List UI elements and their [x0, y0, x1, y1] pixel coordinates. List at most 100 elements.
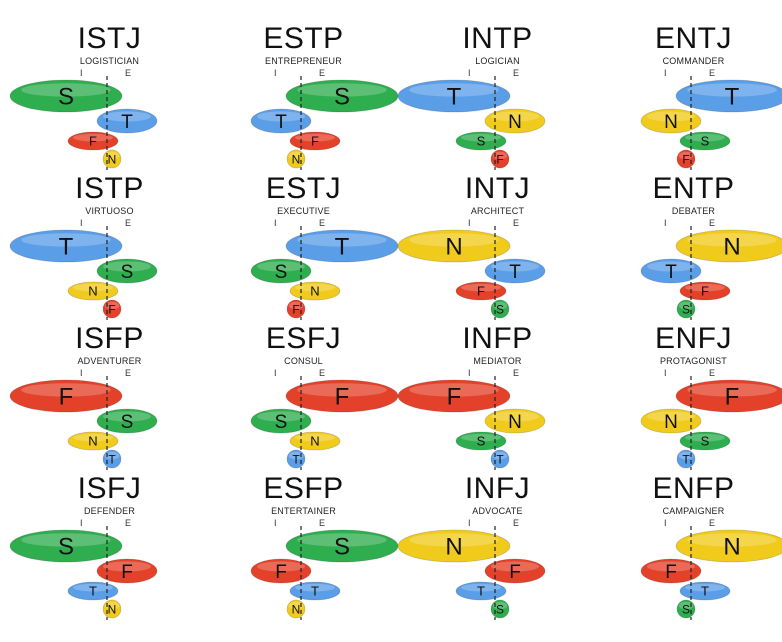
function-n-ellipse: N — [675, 229, 782, 263]
function-stack-diagram: F S NT — [9, 376, 158, 470]
function-s-ellipse: S — [676, 599, 696, 619]
function-letter: F — [447, 384, 462, 411]
function-letter: N — [292, 152, 301, 166]
extravert-label: E — [709, 518, 716, 528]
type-name: PROTAGONIST — [659, 356, 728, 366]
type-name: ENTREPRENEUR — [265, 56, 342, 66]
type-card-estp: ESTP ENTREPRENEUR I E S T F N — [206, 18, 401, 178]
function-stack-diagram: F N ST — [640, 376, 782, 470]
function-letter: T — [496, 452, 504, 466]
function-letter: N — [88, 284, 97, 299]
type-code: ESFJ — [265, 322, 342, 355]
function-t-ellipse: T — [285, 229, 399, 263]
type-card-esfj: ESFJ CONSUL I E F S N T — [206, 318, 401, 478]
function-s-ellipse: S — [490, 299, 510, 319]
type-code: ENFJ — [655, 322, 732, 355]
function-t-ellipse: T — [490, 449, 510, 469]
function-stack-diagram: N T FS — [640, 226, 782, 320]
function-letter: S — [496, 302, 504, 316]
function-f-ellipse: F — [289, 131, 341, 151]
extravert-label: E — [319, 68, 326, 78]
introvert-label: I — [274, 368, 277, 378]
function-f-ellipse: F — [67, 131, 119, 151]
type-name: MEDIATOR — [473, 356, 522, 366]
extravert-label: E — [125, 368, 132, 378]
function-letter: N — [310, 284, 319, 299]
function-n-ellipse: N — [289, 281, 341, 301]
type-card-enfj: ENFJ PROTAGONIST I E F N S T — [596, 318, 782, 478]
function-s-ellipse: S — [455, 131, 507, 151]
type-name: VIRTUOSO — [85, 206, 134, 216]
type-code: INTJ — [464, 172, 531, 205]
function-letter: N — [445, 234, 462, 261]
function-letter: T — [682, 452, 690, 466]
function-letter: S — [121, 412, 134, 433]
function-letter: T — [275, 112, 287, 133]
extravert-label: E — [125, 518, 132, 528]
function-n-ellipse: N — [640, 408, 702, 434]
function-stack-diagram: N F TS — [397, 526, 546, 620]
function-stack-diagram: S F TN — [9, 526, 158, 620]
function-letter: S — [477, 434, 486, 449]
function-letter: S — [701, 434, 710, 449]
function-letter: F — [121, 562, 133, 583]
function-f-ellipse: F — [490, 149, 510, 169]
function-letter: N — [508, 412, 522, 433]
type-name: LOGISTICIAN — [79, 56, 140, 66]
function-letter: F — [682, 152, 689, 166]
type-code: INTP — [462, 22, 533, 55]
extravert-label: E — [513, 368, 520, 378]
type-card-intj: INTJ ARCHITECT I E N T F S — [397, 168, 595, 328]
function-letter: F — [335, 384, 350, 411]
function-letter: F — [477, 284, 485, 299]
type-card-esfp: ESFP ENTERTAINER I E S F T N — [206, 468, 401, 628]
function-letter: S — [275, 412, 288, 433]
function-letter: T — [108, 452, 116, 466]
type-code: ENFP — [652, 472, 735, 505]
function-s-ellipse: S — [250, 258, 312, 284]
extravert-label: E — [125, 68, 132, 78]
function-letter: S — [275, 262, 288, 283]
function-stack-diagram: F N ST — [397, 376, 546, 470]
introvert-label: I — [80, 218, 83, 228]
function-letter: F — [509, 562, 521, 583]
function-letter: S — [477, 134, 486, 149]
function-letter: F — [665, 562, 677, 583]
extravert-label: E — [709, 68, 716, 78]
introvert-label: I — [274, 218, 277, 228]
function-letter: T — [121, 112, 133, 133]
function-s-ellipse: S — [676, 299, 696, 319]
function-stack-diagram: T N SF — [397, 76, 546, 170]
function-n-ellipse: N — [289, 431, 341, 451]
type-card-infj: INFJ ADVOCATE I E N F T S — [397, 468, 595, 628]
introvert-label: I — [664, 518, 667, 528]
function-t-ellipse: T — [679, 581, 731, 601]
function-s-ellipse: S — [96, 408, 158, 434]
function-letter: F — [496, 152, 503, 166]
function-letter: T — [701, 584, 709, 599]
function-f-ellipse: F — [484, 558, 546, 584]
function-letter: S — [682, 302, 690, 316]
function-t-ellipse: T — [96, 108, 158, 134]
type-name: LOGICIAN — [475, 56, 520, 66]
type-card-infp: INFP MEDIATOR I E F N S T — [397, 318, 595, 478]
function-f-ellipse: F — [286, 299, 306, 319]
function-t-ellipse: T — [640, 258, 702, 284]
function-letter: T — [335, 234, 350, 261]
function-letter: N — [508, 112, 522, 133]
function-stack-diagram: N T FS — [397, 226, 546, 320]
type-card-estj: ESTJ EXECUTIVE I E T S N F — [206, 168, 401, 328]
function-letter: F — [292, 302, 299, 316]
type-card-isfj: ISFJ DEFENDER I E S F T N — [9, 468, 207, 628]
type-code: ISTJ — [77, 22, 142, 55]
function-n-ellipse: N — [675, 529, 782, 563]
function-f-ellipse: F — [675, 379, 782, 413]
type-code: ESTJ — [265, 172, 342, 205]
introvert-label: I — [274, 68, 277, 78]
function-s-ellipse: S — [285, 79, 399, 113]
function-letter: S — [496, 602, 504, 616]
function-stack-diagram: F S NT — [250, 376, 399, 470]
function-stack-diagram: S F TN — [250, 526, 399, 620]
function-f-ellipse: F — [9, 379, 123, 413]
